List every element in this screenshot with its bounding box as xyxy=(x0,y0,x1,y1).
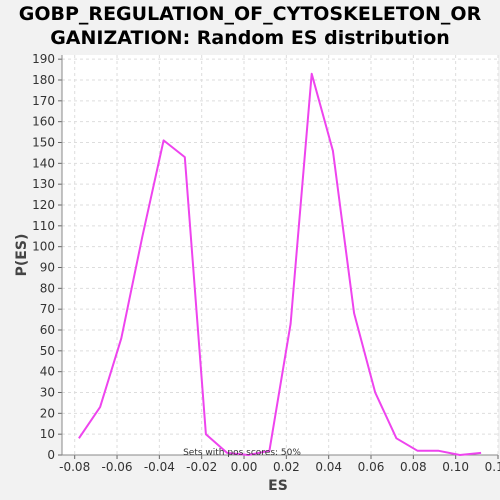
axes: 0 10 20 30 40 50 60 70 80 90 100 110 120 130 140 150 160… xyxy=(32,52,500,474)
x-axis-label: ES xyxy=(268,478,288,494)
y-tick-label: 110 xyxy=(32,219,55,233)
y-tick-label: 170 xyxy=(32,94,55,108)
x-tick-label: 0.08 xyxy=(400,460,427,474)
y-tick-label: 160 xyxy=(32,115,55,129)
x-tick-label: -0.08 xyxy=(59,460,90,474)
y-tick-label: 140 xyxy=(32,156,55,170)
x-tick-label: -0.04 xyxy=(144,460,175,474)
y-tick-label: 130 xyxy=(32,177,55,191)
grid-lines xyxy=(62,55,499,456)
y-tick-label: 70 xyxy=(40,302,55,316)
x-tick-label: 0.10 xyxy=(442,460,469,474)
y-tick-label: 80 xyxy=(40,281,55,295)
y-tick-label: 150 xyxy=(32,136,55,150)
pos-scores-annotation: Sets with pos scores: 50% xyxy=(183,448,301,458)
x-tick-label: 0.04 xyxy=(315,460,342,474)
chart-title-line-1: GOBP_REGULATION_OF_CYTOSKELETON_OR xyxy=(19,3,482,25)
x-tick-label: 0.02 xyxy=(273,460,300,474)
y-tick-label: 10 xyxy=(40,427,55,441)
plot-area xyxy=(62,55,498,455)
y-tick-label: 60 xyxy=(40,323,55,337)
x-tick-label: 0.06 xyxy=(358,460,385,474)
x-tick-label: -0.02 xyxy=(186,460,217,474)
y-tick-label: 30 xyxy=(40,386,55,400)
y-tick-label: 100 xyxy=(32,240,55,254)
y-tick-label: 180 xyxy=(32,73,55,87)
x-tick-label: 0.00 xyxy=(231,460,258,474)
y-tick-label: 20 xyxy=(40,406,55,420)
y-tick-label: 0 xyxy=(47,448,55,462)
y-tick-label: 120 xyxy=(32,198,55,212)
y-tick-label: 90 xyxy=(40,261,55,275)
series-layer xyxy=(78,72,482,456)
y-tick-label: 40 xyxy=(40,365,55,379)
y-tick-label: 50 xyxy=(40,344,55,358)
chart-title-line-2: GANIZATION: Random ES distribution xyxy=(50,27,450,49)
es-distribution-line xyxy=(78,72,482,456)
y-axis-label: P(ES) xyxy=(14,234,30,277)
x-tick-label: -0.06 xyxy=(101,460,132,474)
y-tick-label: 190 xyxy=(32,52,55,66)
x-tick-label: 0.12 xyxy=(485,460,500,474)
